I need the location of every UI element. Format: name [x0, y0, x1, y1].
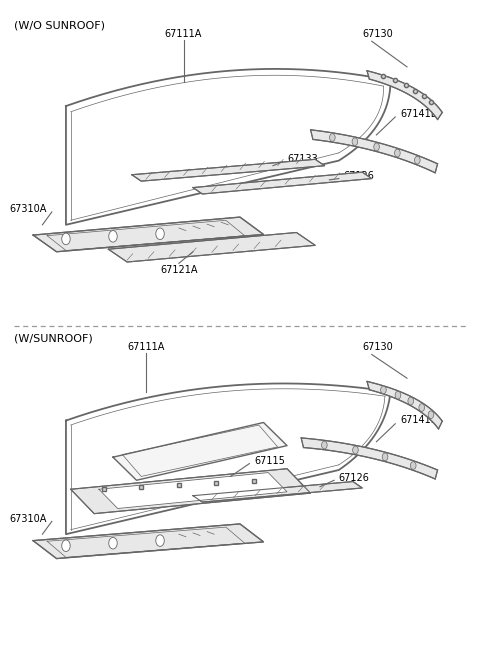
Text: 67141B: 67141B	[400, 109, 437, 119]
Polygon shape	[66, 383, 391, 534]
Circle shape	[156, 535, 164, 546]
Polygon shape	[132, 159, 324, 181]
Circle shape	[109, 231, 117, 242]
Text: (W/SUNROOF): (W/SUNROOF)	[14, 334, 93, 344]
Circle shape	[415, 157, 420, 164]
Polygon shape	[113, 422, 287, 480]
Polygon shape	[301, 438, 438, 479]
Polygon shape	[367, 71, 442, 119]
Polygon shape	[108, 233, 315, 262]
Polygon shape	[193, 172, 372, 194]
Text: 67126: 67126	[344, 171, 374, 181]
Circle shape	[395, 391, 401, 399]
Circle shape	[156, 228, 164, 240]
Circle shape	[330, 134, 335, 141]
Polygon shape	[33, 524, 264, 559]
Text: 67141B: 67141B	[400, 415, 437, 425]
Text: 67130: 67130	[362, 342, 393, 352]
Polygon shape	[33, 217, 264, 252]
Circle shape	[322, 441, 327, 449]
Text: 67111A: 67111A	[127, 342, 165, 352]
Polygon shape	[71, 469, 311, 514]
Text: 67130: 67130	[362, 29, 393, 39]
Polygon shape	[367, 381, 442, 429]
Text: 67126: 67126	[339, 474, 370, 483]
Circle shape	[62, 540, 70, 552]
Circle shape	[374, 143, 379, 151]
Polygon shape	[193, 481, 362, 502]
Polygon shape	[99, 472, 287, 508]
Text: 67115: 67115	[254, 456, 285, 466]
Text: (W/O SUNROOF): (W/O SUNROOF)	[14, 21, 105, 31]
Polygon shape	[66, 69, 391, 225]
Circle shape	[395, 149, 400, 157]
Text: 67310A: 67310A	[10, 514, 47, 524]
Circle shape	[109, 537, 117, 549]
Circle shape	[410, 462, 416, 470]
Circle shape	[419, 403, 424, 411]
Circle shape	[381, 386, 386, 394]
Circle shape	[62, 233, 70, 245]
Polygon shape	[311, 130, 438, 173]
Text: 67121A: 67121A	[160, 265, 198, 274]
Circle shape	[428, 411, 434, 419]
Circle shape	[353, 446, 358, 454]
Text: 67111A: 67111A	[165, 29, 202, 39]
Text: 67133: 67133	[287, 155, 318, 164]
Circle shape	[382, 453, 388, 460]
Circle shape	[408, 397, 414, 405]
Text: 67310A: 67310A	[10, 204, 47, 214]
Circle shape	[352, 138, 358, 145]
